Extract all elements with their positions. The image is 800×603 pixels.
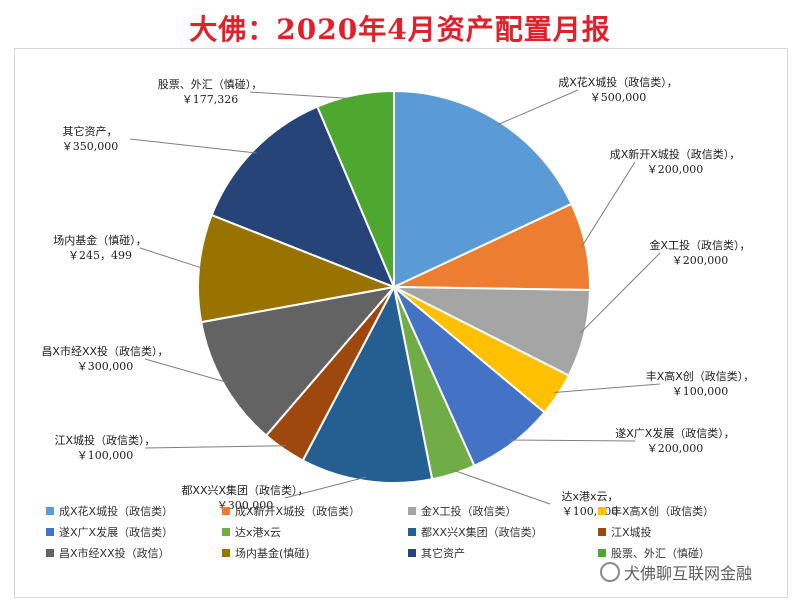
legend-swatch <box>222 507 230 515</box>
legend-entry: 金X工投（政信类） <box>421 504 517 518</box>
legend-swatch <box>222 528 230 536</box>
slice-label: 遂X广X发展（政信类）， <box>615 426 735 440</box>
legend-swatch <box>46 507 54 515</box>
legend-entry: 场内基金(慎碰) <box>235 546 310 560</box>
leader-line <box>509 439 636 442</box>
leader-line <box>284 476 367 499</box>
leader-line <box>144 445 287 449</box>
slice-value: ￥350,000 <box>62 140 119 153</box>
legend-entry: 股票、外汇（慎碰） <box>611 546 710 560</box>
slice-label: 达x港x云， <box>561 490 618 503</box>
leader-line <box>452 469 551 505</box>
slice-label: 场内基金（慎碰）， <box>53 233 147 247</box>
slice-label: 江X城投（政信类）， <box>54 433 155 447</box>
slice-label: 其它资产， <box>63 124 118 138</box>
legend-entry: 其它资产 <box>421 546 465 560</box>
pie-slice <box>393 89 573 289</box>
watermark-text: 犬佛聊互联网金融 <box>624 564 753 583</box>
legend-swatch <box>598 507 606 515</box>
slice-label: 股票、外汇（慎碰）， <box>158 77 263 91</box>
slice-value: ￥200,000 <box>672 254 729 267</box>
leader-line <box>139 247 204 269</box>
leader-line <box>249 91 356 100</box>
leader-line <box>554 383 661 393</box>
watermark: 犬佛聊互联网金融 <box>600 560 752 584</box>
legend-entry: 丰X高X创（政信类） <box>611 504 714 518</box>
legend-swatch <box>408 549 416 557</box>
slice-value: ￥500,000 <box>590 91 647 104</box>
legend-entry: 昌X市经XX投（政信） <box>59 546 170 560</box>
pie-slice <box>301 284 434 484</box>
leader-line <box>144 358 228 383</box>
pie-slice <box>316 89 395 288</box>
legend-entry: 江X城投 <box>611 525 652 539</box>
legend-swatch <box>46 549 54 557</box>
leader-line <box>129 138 257 154</box>
legend-entry: 都XX兴X集团（政信类） <box>421 525 543 539</box>
slice-label: 成X花X城投（政信类）， <box>558 75 678 89</box>
slice-value: ￥100,000 <box>672 385 729 398</box>
legend-entry: 达x港x云 <box>235 526 281 539</box>
pie-slice <box>197 213 398 324</box>
legend-swatch <box>46 528 54 536</box>
slice-value: ￥300,000 <box>217 499 274 512</box>
slice-label: 成X新开X城投（政信类）， <box>610 147 741 161</box>
slice-value: ￥100,000 <box>77 449 134 462</box>
leader-line <box>580 252 661 334</box>
slice-value: ￥200,000 <box>647 163 704 176</box>
leader-line <box>581 161 636 247</box>
pie-slice <box>200 285 397 437</box>
legend-entry: 成X新开X城投（政信类） <box>235 504 360 518</box>
slice-value: ￥177,326 <box>182 93 239 106</box>
legend-entry: 遂X广X发展（政信类） <box>59 525 173 539</box>
legend-swatch <box>408 528 416 536</box>
pie-slice <box>210 105 396 289</box>
wechat-icon <box>600 562 620 582</box>
legend-swatch <box>598 549 606 557</box>
slice-value: ￥100,000 <box>562 505 619 518</box>
slice-label: 丰X高X创（政信类）， <box>646 369 755 383</box>
legend-entry: 成X花X城投（政信类） <box>59 504 173 518</box>
slice-value: ￥245，499 <box>68 249 132 262</box>
slice-value: ￥200,000 <box>647 442 704 455</box>
slice-label: 昌X市经XX投（政信类）， <box>41 344 168 358</box>
leader-line <box>496 89 579 126</box>
slice-value: ￥300,000 <box>77 360 134 373</box>
legend-swatch <box>408 507 416 515</box>
chart-title: 大佛：2020年4月资产配置月报 <box>189 13 611 46</box>
legend-swatch <box>222 549 230 557</box>
legend-swatch <box>598 528 606 536</box>
slice-label: 金X工投（政信类）， <box>649 238 750 252</box>
slice-label: 都XX兴X集团（政信类）， <box>181 483 308 497</box>
